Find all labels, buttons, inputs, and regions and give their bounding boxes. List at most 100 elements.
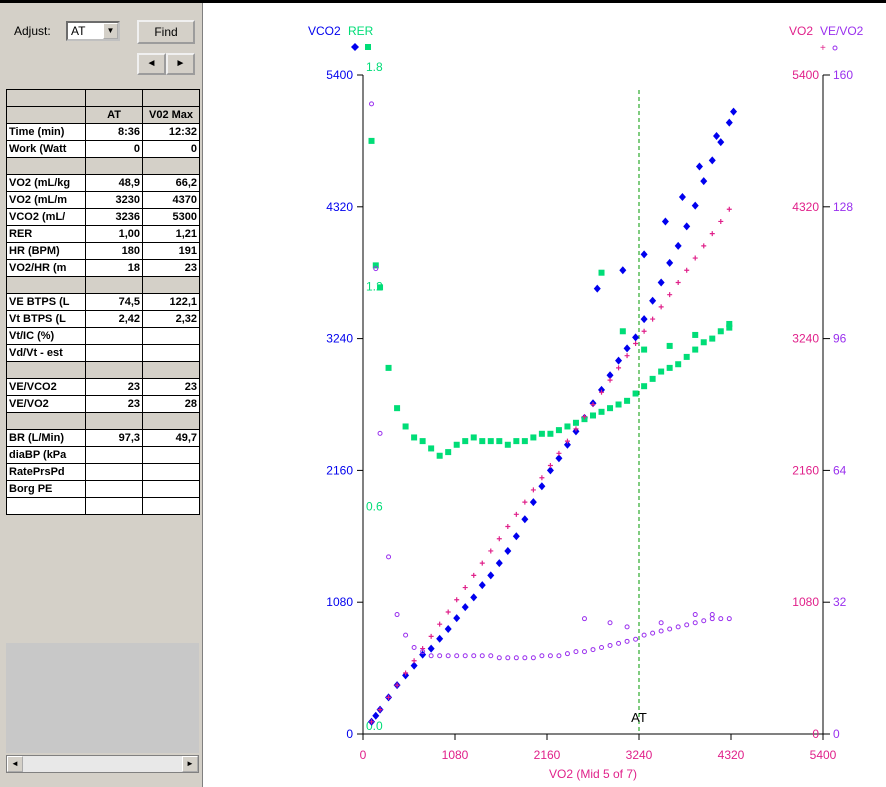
vo2-point	[530, 487, 536, 493]
vevo2-point	[599, 645, 605, 651]
vo2-point	[667, 292, 673, 298]
vevo2-point	[581, 616, 587, 622]
rer-point	[607, 405, 614, 412]
vo2-point	[616, 365, 622, 371]
x-tick-label: 2160	[534, 748, 561, 762]
table-cell	[85, 327, 143, 345]
table-cell	[85, 463, 143, 481]
at-label: AT	[631, 710, 647, 725]
vevo2-point	[377, 430, 383, 436]
vo2-point	[633, 340, 639, 346]
table-cell	[142, 412, 200, 430]
table-row	[6, 497, 200, 515]
vo2-point	[547, 463, 553, 469]
table-cell	[6, 89, 86, 107]
vo2-right-tick-label: 4320	[792, 200, 819, 214]
table-cell	[6, 157, 86, 175]
table-cell: 23	[85, 378, 143, 396]
rer-point	[411, 434, 418, 441]
vo2-right-tick-label: 3240	[792, 332, 819, 346]
vevo2-point	[701, 618, 707, 624]
vco2-point	[730, 107, 738, 116]
table-cell: 0	[142, 140, 200, 158]
vco2-point	[495, 559, 503, 568]
table-cell: 66,2	[142, 174, 200, 192]
table-cell: 97,3	[85, 429, 143, 447]
horizontal-scrollbar[interactable]: ◄ ►	[6, 755, 199, 773]
vevo2-point	[488, 653, 494, 659]
table-spacer-row	[6, 89, 200, 107]
rer-point	[564, 423, 571, 430]
vco2-point	[461, 603, 469, 612]
vo2-point	[411, 658, 417, 664]
vco2-point	[666, 258, 674, 267]
rer-point	[385, 364, 392, 371]
table-cell: 180	[85, 242, 143, 260]
vo2-point	[488, 548, 494, 554]
vo2-point	[718, 218, 724, 224]
vevo2-point	[564, 651, 570, 657]
vco2-point	[717, 138, 725, 147]
vevo2-point	[581, 649, 587, 655]
vevo2-point	[607, 620, 613, 626]
vco2-tick-label: 5400	[326, 68, 353, 82]
vevo2-point	[607, 642, 613, 648]
vevo2-tick-label: 0	[833, 727, 840, 741]
table-cell: VE/VO2	[6, 395, 86, 413]
rer-tick-label: 0.6	[366, 499, 383, 513]
vo2-point	[513, 511, 519, 517]
rer-point	[700, 339, 707, 346]
vco2-point	[661, 217, 669, 226]
table-cell: 18	[85, 259, 143, 277]
summary-panel: Adjust: AT ▼ Find ◄ ► AT V02 Max Time (min…	[0, 3, 203, 787]
vo2-legend-marker: +	[820, 43, 826, 54]
vevo2-point	[658, 628, 664, 634]
prev-arrow-icon[interactable]: ◄	[137, 53, 166, 75]
chevron-down-icon[interactable]: ▼	[103, 23, 118, 39]
table-cell: 49,7	[142, 429, 200, 447]
vco2-tick-label: 1080	[326, 595, 353, 609]
cpet-chart: 0 1080 2160 3240 4320 5400 VO2 (Mid 5 of 7) 0 10…	[308, 24, 864, 781]
vo2-point	[675, 279, 681, 285]
table-cell: 3236	[85, 208, 143, 226]
vevo2-point	[369, 101, 375, 107]
vo2-point	[522, 499, 528, 505]
rer-point	[402, 423, 409, 430]
table-cell: Vt/IC (%)	[6, 327, 86, 345]
table-cell	[142, 480, 200, 498]
vevo2-point	[437, 653, 443, 659]
vevo2-tick-label: 160	[833, 68, 853, 82]
rer-point	[372, 262, 379, 269]
rer-point	[487, 438, 494, 445]
table-row: VE/VCO2 23 23	[6, 378, 200, 396]
table-cell: HR (BPM)	[6, 242, 86, 260]
vevo2-point	[650, 630, 656, 636]
vco2-point	[708, 156, 716, 165]
vco2-point	[700, 177, 708, 186]
rer-point	[615, 401, 622, 408]
vco2-point	[640, 315, 648, 324]
table-cell: 12:32	[142, 123, 200, 141]
find-button[interactable]: Find	[137, 20, 195, 44]
vo2-point	[641, 328, 647, 334]
vco2-point	[546, 466, 554, 475]
scroll-right-icon[interactable]: ►	[182, 756, 198, 772]
table-cell	[85, 412, 143, 430]
vevo2-point	[496, 655, 502, 661]
vevo2-point	[420, 649, 426, 655]
rer-point	[547, 430, 554, 437]
vo2-point	[599, 389, 605, 395]
table-cell: Borg PE	[6, 480, 86, 498]
vco2-legend-marker	[351, 43, 359, 51]
vevo2-tick-label: 128	[833, 200, 853, 214]
vevo2-point	[624, 624, 630, 630]
table-cell	[6, 276, 86, 294]
table-cell	[85, 276, 143, 294]
scroll-left-icon[interactable]: ◄	[7, 756, 23, 772]
vo2-point	[386, 694, 392, 700]
table-cell	[6, 361, 86, 379]
adjust-dropdown[interactable]: AT ▼	[66, 21, 120, 41]
next-arrow-icon[interactable]: ►	[166, 53, 195, 75]
vevo2-point	[590, 647, 596, 653]
table-cell: VCO2 (mL/	[6, 208, 86, 226]
